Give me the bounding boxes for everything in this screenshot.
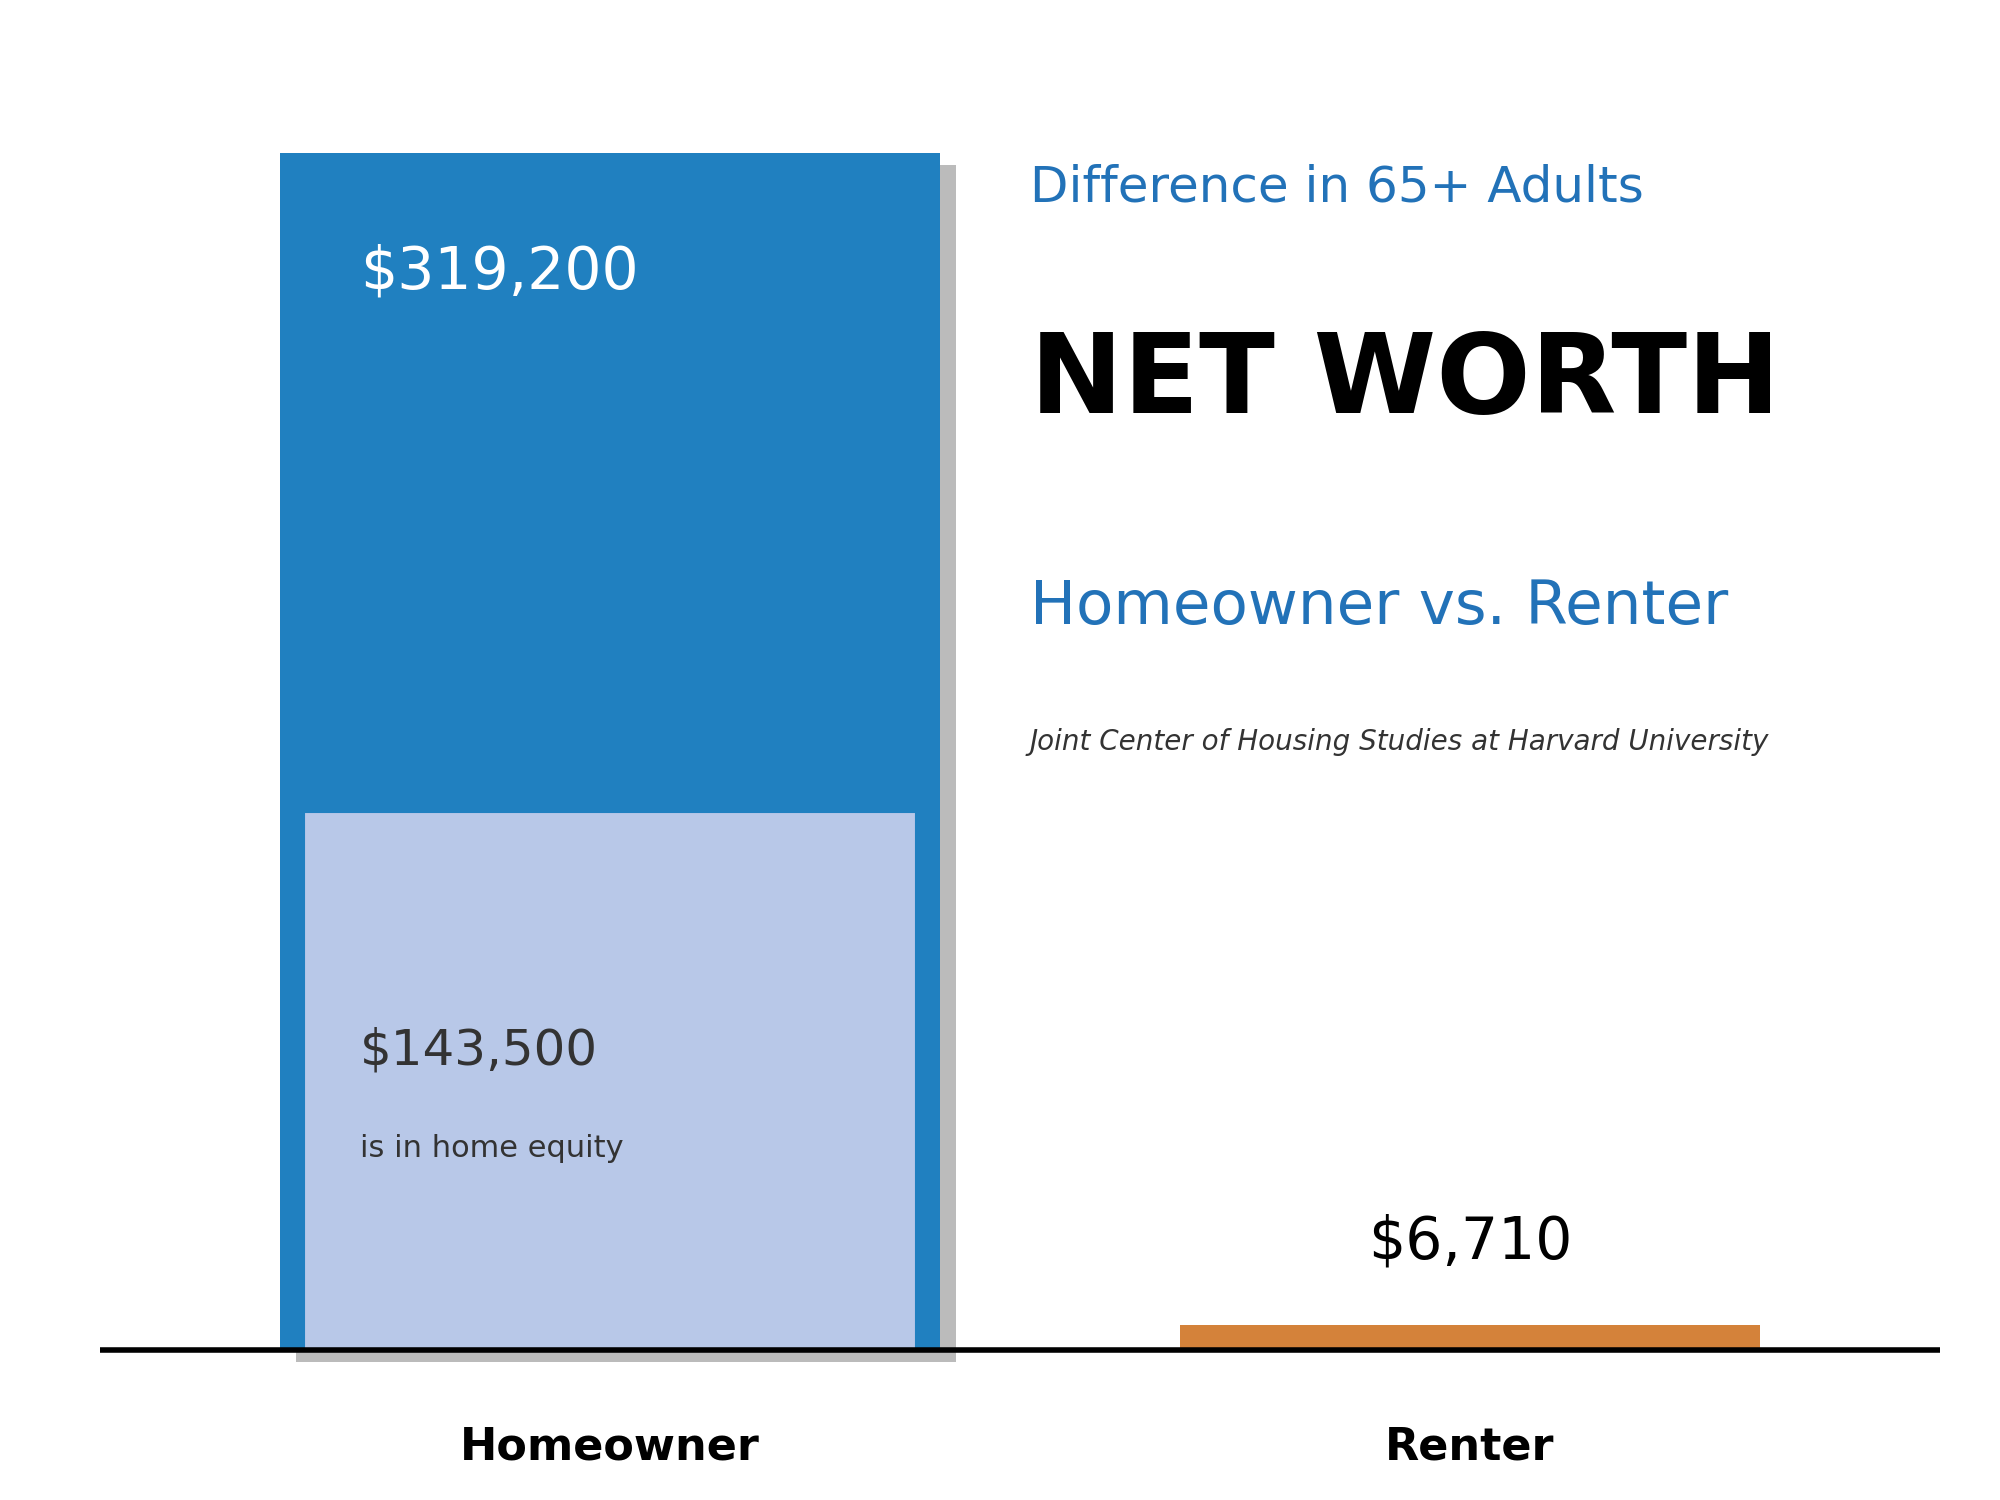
Text: Renter: Renter [1386, 1425, 1554, 1468]
Bar [1180, 1324, 1760, 1350]
Text: is in home equity: is in home equity [360, 1134, 624, 1162]
Text: $143,500: $143,500 [360, 1028, 598, 1075]
Text: NET WORTH: NET WORTH [1030, 328, 1780, 436]
Bar [280, 153, 940, 1350]
Text: Joint Center of Housing Studies at Harvard University: Joint Center of Housing Studies at Harva… [1030, 729, 1770, 756]
Text: $319,200: $319,200 [360, 243, 638, 300]
Text: $6,710: $6,710 [1368, 1214, 1572, 1270]
Text: Homeowner: Homeowner [460, 1425, 760, 1468]
Bar [304, 812, 916, 1350]
Text: Difference in 65+ Adults: Difference in 65+ Adults [1030, 164, 1644, 211]
Text: Homeowner vs. Renter: Homeowner vs. Renter [1030, 578, 1728, 638]
Bar [296, 165, 956, 1362]
